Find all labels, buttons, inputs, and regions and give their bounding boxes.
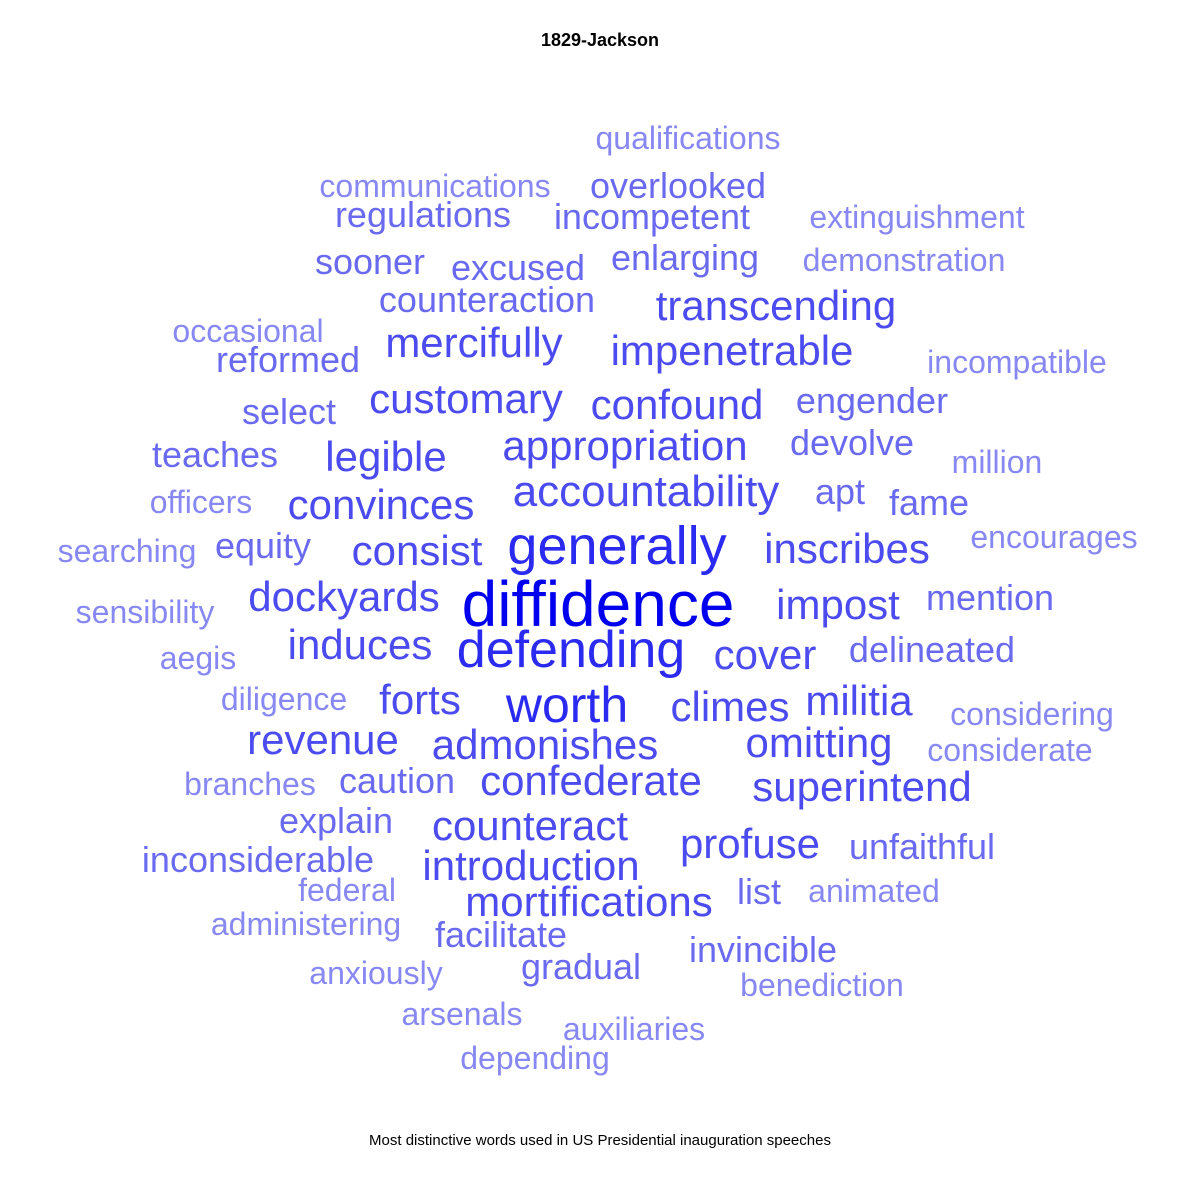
chart-title: 1829-Jackson	[540, 30, 660, 50]
word-select: select	[241, 391, 337, 432]
word-anxiously: anxiously	[309, 955, 443, 991]
word-considerate: considerate	[927, 732, 1093, 768]
word-convinces: convinces	[287, 481, 475, 528]
word-incompatible: incompatible	[927, 344, 1107, 380]
word-superintend: superintend	[752, 763, 972, 810]
word-cover: cover	[713, 631, 817, 678]
word-impost: impost	[776, 581, 900, 628]
word-diligence: diligence	[220, 681, 348, 717]
word-explain: explain	[278, 800, 394, 841]
word-dockyards: dockyards	[248, 573, 440, 620]
word-arsenals: arsenals	[401, 996, 523, 1032]
word-overlooked: overlooked	[589, 165, 767, 206]
word-considering: considering	[950, 696, 1114, 732]
word-searching: searching	[57, 533, 197, 569]
word-mention: mention	[925, 577, 1055, 618]
word-branches: branches	[184, 766, 316, 802]
word-worth: worth	[505, 677, 629, 733]
word-administering: administering	[210, 906, 402, 942]
word-defending: defending	[456, 621, 686, 679]
word-depending: depending	[460, 1040, 610, 1076]
word-engender: engender	[795, 380, 949, 421]
word-extinguishment: extinguishment	[809, 199, 1025, 235]
word-encourages: encourages	[970, 519, 1138, 555]
word-federal: federal	[298, 872, 396, 908]
word-counteract: counteract	[431, 802, 629, 849]
word-consist: consist	[351, 527, 483, 574]
word-regulations: regulations	[334, 194, 512, 235]
word-appropriation: appropriation	[502, 422, 748, 469]
word-unfaithful: unfaithful	[848, 826, 996, 867]
word-omitting: omitting	[745, 719, 893, 766]
word-devolve: devolve	[789, 422, 915, 463]
word-sooner: sooner	[314, 241, 426, 282]
word-forts: forts	[379, 676, 461, 723]
word-demonstration: demonstration	[802, 242, 1006, 278]
word-delineated: delineated	[848, 629, 1016, 670]
word-reformed: reformed	[215, 339, 361, 380]
word-qualifications: qualifications	[595, 120, 781, 156]
word-confound: confound	[590, 381, 764, 428]
word-generally: generally	[507, 516, 727, 576]
word-profuse: profuse	[679, 820, 821, 867]
word-facilitate: facilitate	[434, 914, 568, 955]
word-auxiliaries: auxiliaries	[562, 1011, 706, 1047]
word-introduction: introduction	[422, 842, 640, 889]
word-admonishes: admonishes	[431, 721, 659, 768]
word-officers: officers	[149, 484, 253, 520]
word-legible: legible	[325, 433, 447, 480]
word-fame: fame	[888, 482, 970, 523]
word-counteraction: counteraction	[378, 279, 596, 320]
word-mercifully: mercifully	[385, 319, 563, 366]
word-militia: militia	[805, 677, 913, 724]
word-induces: induces	[287, 621, 433, 668]
word-apt: apt	[814, 471, 866, 512]
word-transcending: transcending	[655, 282, 897, 329]
word-list: list	[737, 871, 781, 912]
word-excused: excused	[450, 247, 586, 288]
word-communications: communications	[319, 168, 551, 204]
chart-caption: Most distinctive words used in US Presid…	[369, 1132, 831, 1149]
word-inscribes: inscribes	[764, 525, 930, 572]
word-incompetent: incompetent	[553, 196, 751, 237]
word-confederate: confederate	[480, 757, 702, 804]
word-diffidence: diffidence	[461, 568, 735, 640]
word-inconsiderable: inconsiderable	[141, 839, 375, 880]
word-mortifications: mortifications	[465, 878, 713, 925]
word-climes: climes	[670, 683, 790, 730]
word-occasional: occasional	[172, 313, 324, 349]
word-impenetrable: impenetrable	[610, 327, 854, 374]
word-caution: caution	[338, 760, 456, 801]
word-sensibility: sensibility	[75, 594, 215, 630]
word-enlarging: enlarging	[610, 237, 760, 278]
word-customary: customary	[369, 375, 563, 422]
word-benediction: benediction	[740, 967, 904, 1003]
word-equity: equity	[214, 525, 312, 566]
word-revenue: revenue	[247, 716, 399, 763]
word-invincible: invincible	[688, 929, 838, 970]
word-aegis: aegis	[159, 640, 237, 676]
word-animated: animated	[808, 873, 940, 909]
word-million: million	[951, 444, 1043, 480]
word-accountability: accountability	[512, 467, 780, 516]
word-gradual: gradual	[520, 946, 642, 987]
word-teaches: teaches	[151, 434, 279, 475]
